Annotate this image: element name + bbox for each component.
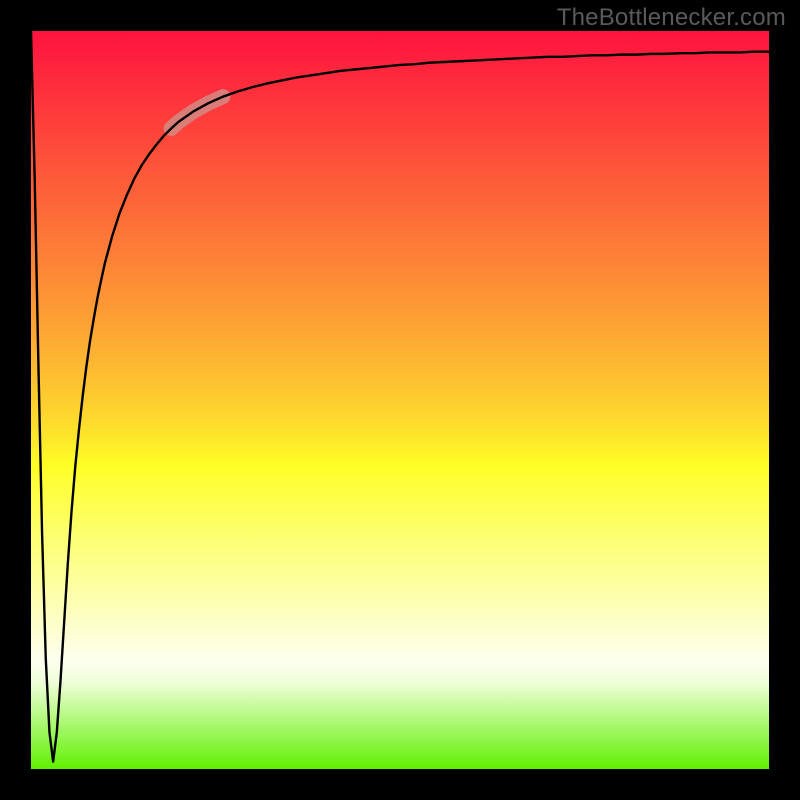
plot-svg [0, 0, 800, 800]
watermark-text: TheBottlenecker.com [557, 4, 786, 32]
gradient-background [31, 31, 769, 769]
plot-area [0, 0, 800, 800]
chart-container: TheBottlenecker.com [0, 0, 800, 800]
